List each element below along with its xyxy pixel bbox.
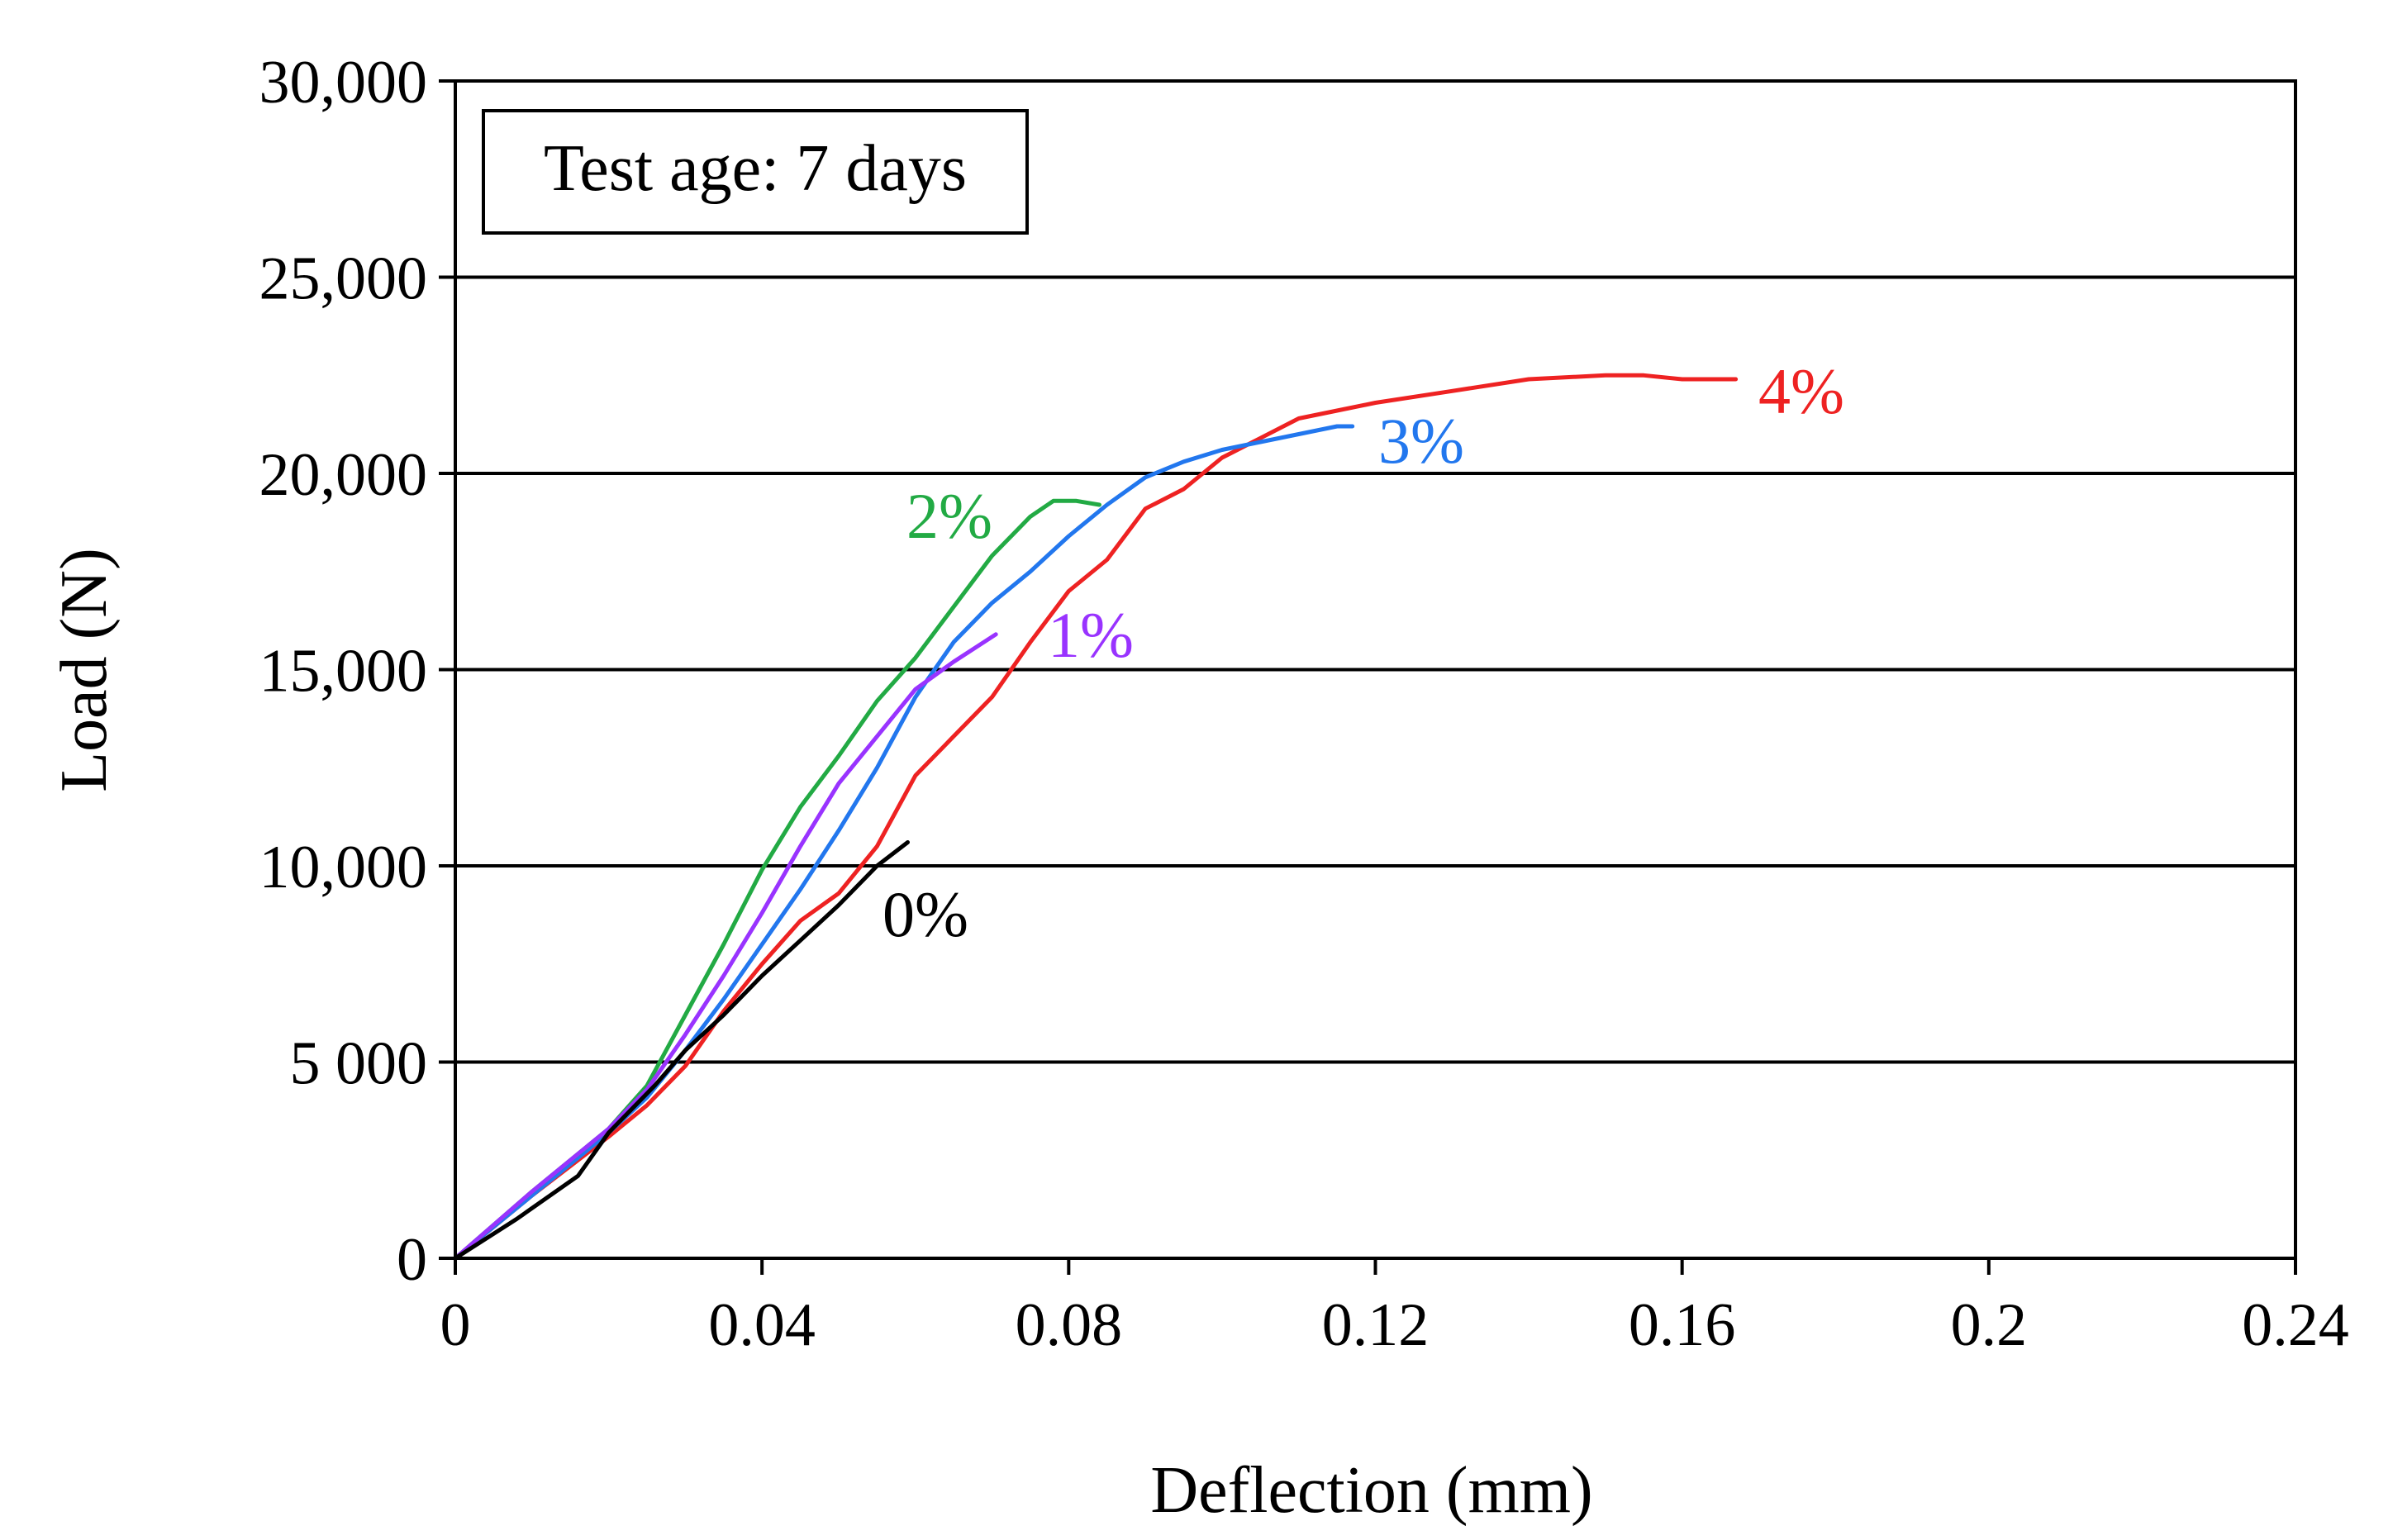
x-tick-label-2: 0.08 — [1016, 1291, 1123, 1359]
x-tick-label-0: 0 — [440, 1291, 471, 1359]
series-label-0pct: 0% — [883, 878, 968, 950]
series-line-2pct — [453, 498, 1101, 1261]
series-label-1pct: 1% — [1048, 599, 1134, 671]
x-tick-label-1: 0.04 — [708, 1291, 816, 1359]
series-labels: 0% 1% 2% 3% 4% — [883, 355, 1844, 950]
y-tick-label-0: 0 — [397, 1226, 427, 1294]
series-line-3pct — [453, 424, 1355, 1261]
x-axis-title: Deflection (mm) — [1150, 1454, 1592, 1527]
y-tick-label-6: 30,000 — [259, 49, 428, 116]
series-label-4pct: 4% — [1758, 355, 1844, 427]
series-line-1pct — [453, 632, 998, 1261]
annotation-box — [482, 109, 1029, 235]
y-tick-label-3: 15,000 — [259, 638, 428, 706]
gridlines — [455, 275, 2295, 1064]
x-tick-label-6: 0.24 — [2242, 1291, 2349, 1359]
axis-ticks: 0 5 000 10,000 15,000 20,000 25,000 30,000 0 0.0… — [259, 49, 2349, 1359]
series-label-2pct: 2% — [906, 480, 992, 552]
x-tick-label-5: 0.2 — [1951, 1291, 2028, 1359]
y-axis-title: Load (N) — [48, 548, 121, 791]
annotation-text: Test age: 7 days — [544, 132, 967, 205]
y-tick-label-4: 20,000 — [259, 441, 428, 509]
y-tick-label-1: 5 000 — [290, 1030, 428, 1098]
y-tick-label-5: 25,000 — [259, 245, 428, 313]
x-tick-label-4: 0.16 — [1629, 1291, 1736, 1359]
series-label-3pct: 3% — [1378, 405, 1464, 477]
y-tick-label-2: 10,000 — [259, 834, 428, 901]
series-line-0pct — [453, 840, 910, 1261]
series-lines — [453, 373, 1739, 1261]
x-tick-label-3: 0.12 — [1322, 1291, 1430, 1359]
series-line-4pct — [453, 373, 1739, 1261]
